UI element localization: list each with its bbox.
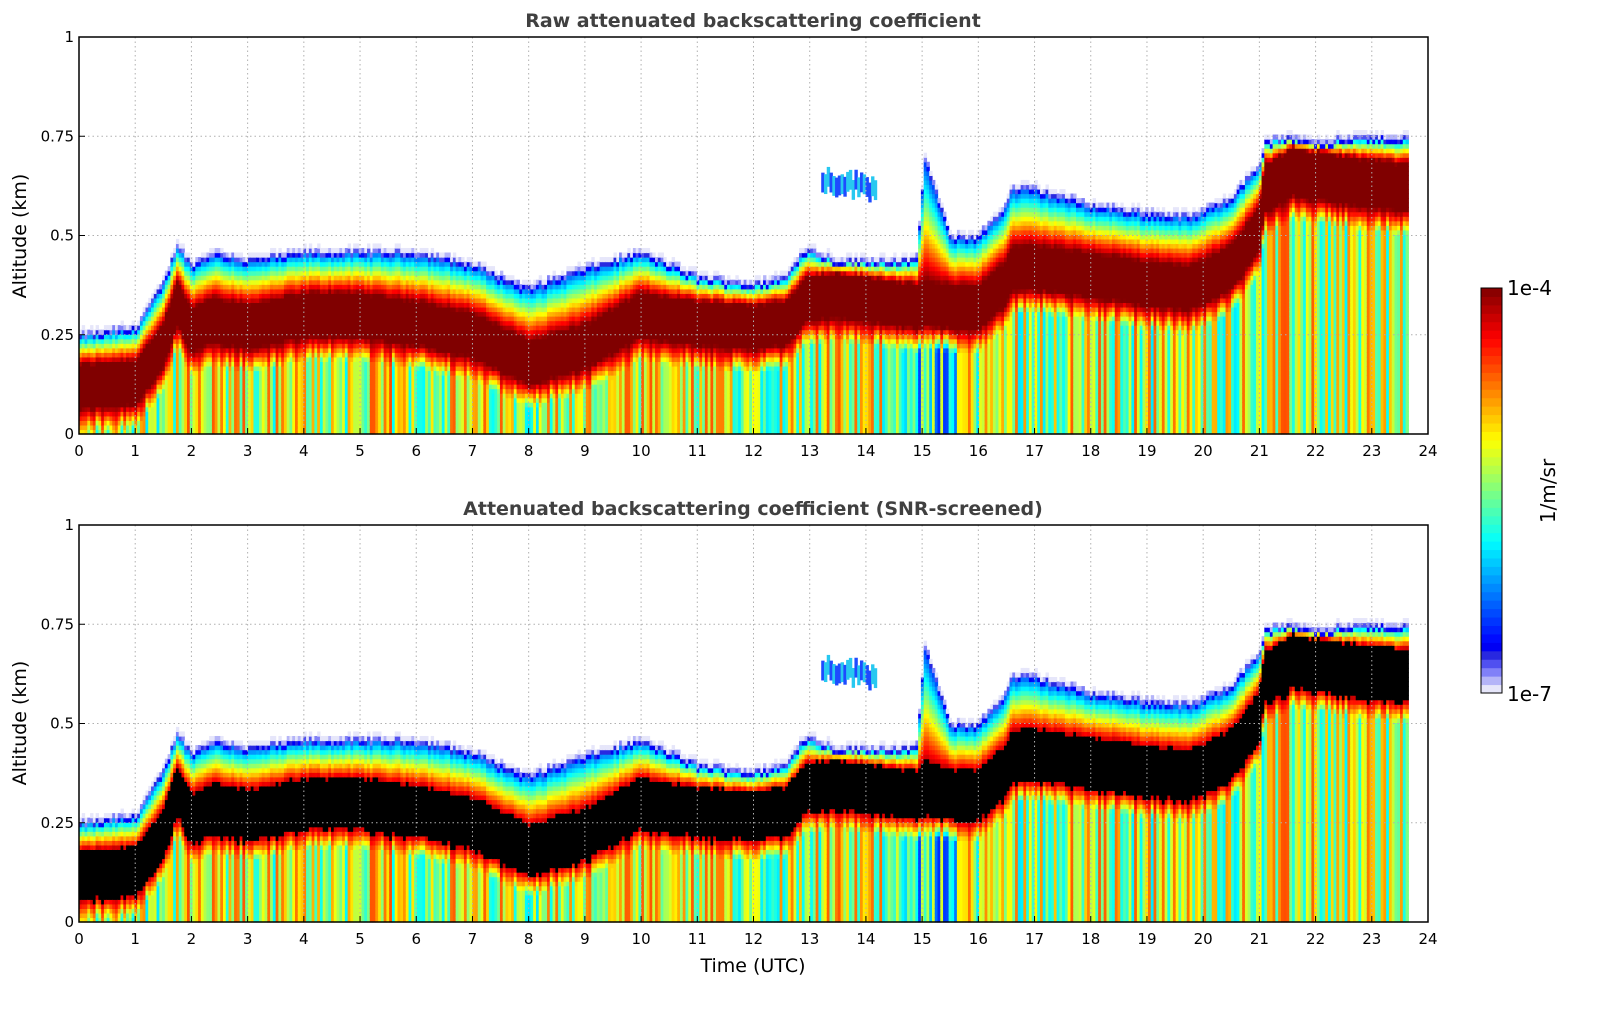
heatmap-cell bbox=[317, 243, 320, 248]
heatmap-cell bbox=[181, 243, 184, 248]
heatmap-cell bbox=[90, 325, 93, 330]
heatmap-cell bbox=[187, 253, 190, 258]
heatmap-cell bbox=[121, 321, 124, 326]
heatmap-cell bbox=[181, 248, 184, 253]
heatmap-cell bbox=[96, 325, 99, 330]
heatmap-cell bbox=[273, 248, 276, 253]
heatmap-cell bbox=[176, 239, 179, 244]
heatmap-cell bbox=[132, 321, 135, 326]
heatmap-image bbox=[79, 130, 1409, 435]
heatmap-cell bbox=[278, 248, 281, 253]
heatmap-cell bbox=[220, 248, 223, 253]
panel-title: Raw attenuated backscattering coefficien… bbox=[525, 10, 981, 32]
heatmap-cell bbox=[240, 253, 243, 258]
heatmap-cell bbox=[82, 325, 85, 330]
panel-raw: Raw attenuated backscattering coefficien… bbox=[9, 10, 1438, 460]
heatmap-cell bbox=[309, 243, 312, 248]
